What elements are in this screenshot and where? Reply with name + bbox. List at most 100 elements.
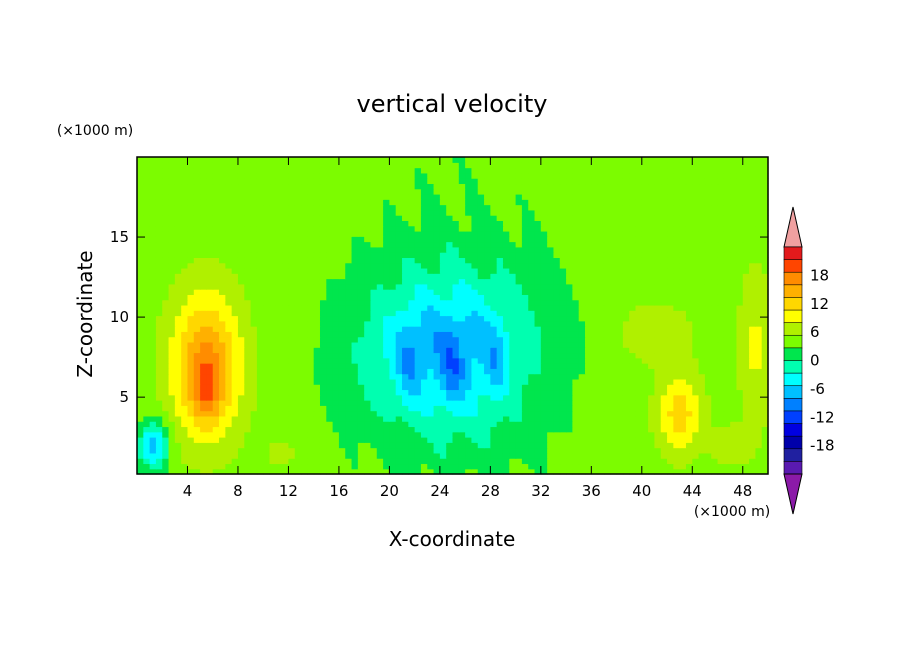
- field-cell: [402, 331, 409, 338]
- field-cell: [685, 304, 693, 311]
- field-cell: [155, 389, 163, 396]
- field-cell: [143, 352, 151, 359]
- field-cell: [376, 273, 384, 280]
- field-cell: [137, 442, 144, 449]
- field-cell: [357, 336, 365, 343]
- field-cell: [263, 299, 271, 306]
- field-cell: [667, 357, 674, 364]
- field-cell: [275, 347, 283, 354]
- field-cell: [477, 400, 485, 406]
- field-cell: [193, 341, 201, 348]
- field-cell: [496, 341, 504, 348]
- field-cell: [319, 225, 327, 232]
- field-cell: [263, 468, 271, 475]
- field-cell: [585, 384, 592, 391]
- field-cell: [439, 426, 447, 433]
- field-cell: [572, 447, 580, 454]
- field-cell: [679, 267, 687, 274]
- field-cell: [572, 230, 580, 237]
- field-cell: [484, 267, 491, 274]
- field-cell: [345, 209, 353, 216]
- field-cell: [654, 347, 662, 354]
- field-cell: [288, 225, 296, 232]
- field-cell: [345, 437, 353, 443]
- field-cell: [193, 452, 201, 459]
- field-cell: [174, 357, 182, 364]
- field-cell: [301, 389, 308, 396]
- field-cell: [168, 405, 176, 412]
- field-cell: [364, 384, 372, 391]
- field-cell: [345, 352, 353, 359]
- field-cell: [547, 394, 555, 401]
- field-cell: [515, 310, 523, 317]
- field-cell: [338, 304, 346, 311]
- field-cell: [515, 405, 523, 412]
- field-cell: [181, 320, 189, 327]
- field-cell: [673, 389, 681, 396]
- field-cell: [219, 368, 226, 375]
- field-cell: [704, 373, 712, 380]
- field-cell: [654, 389, 662, 396]
- field-cell: [692, 363, 700, 369]
- field-cell: [616, 252, 624, 258]
- field-cell: [376, 304, 384, 311]
- field-cell: [383, 400, 390, 406]
- field-cell: [332, 452, 340, 459]
- field-cell: [717, 394, 725, 401]
- field-cell: [143, 368, 151, 375]
- field-cell: [376, 415, 384, 422]
- field-cell: [332, 257, 340, 264]
- field-cell: [667, 421, 674, 428]
- field-cell: [420, 426, 428, 433]
- field-cell: [433, 278, 441, 285]
- field-cell: [250, 252, 258, 258]
- field-cell: [338, 326, 346, 332]
- field-cell: [566, 347, 573, 354]
- field-cell: [635, 452, 643, 459]
- field-cell: [458, 252, 466, 258]
- field-cell: [181, 304, 189, 311]
- field-cell: [357, 389, 365, 396]
- field-cell: [244, 394, 252, 401]
- field-cell: [250, 400, 258, 406]
- field-cell: [547, 225, 555, 232]
- field-cell: [679, 458, 687, 465]
- field-cell: [408, 394, 416, 401]
- field-cell: [660, 230, 668, 237]
- field-cell: [433, 463, 441, 470]
- field-cell: [736, 352, 744, 359]
- field-cell: [648, 447, 656, 454]
- field-cell: [717, 252, 725, 258]
- field-cell: [540, 320, 548, 327]
- field-cell: [698, 394, 706, 401]
- field-cell: [585, 363, 592, 369]
- field-cell: [471, 394, 479, 401]
- field-cell: [225, 437, 233, 443]
- field-cell: [263, 447, 271, 454]
- field-cell: [477, 410, 485, 417]
- field-cell: [244, 341, 252, 348]
- field-cell: [641, 426, 649, 433]
- field-cell: [641, 373, 649, 380]
- field-cell: [515, 410, 523, 417]
- field-cell: [704, 236, 712, 243]
- field-cell: [540, 463, 548, 470]
- field-cell: [338, 336, 346, 343]
- field-cell: [484, 215, 491, 221]
- field-cell: [566, 209, 573, 216]
- field-cell: [244, 299, 252, 306]
- field-cell: [547, 378, 555, 385]
- field-cell: [496, 400, 504, 406]
- field-cell: [168, 215, 176, 221]
- field-cell: [547, 236, 555, 243]
- field-cell: [137, 357, 144, 364]
- field-cell: [237, 389, 245, 396]
- field-cell: [288, 421, 296, 428]
- field-cell: [357, 315, 365, 322]
- field-cell: [446, 299, 454, 306]
- field-cell: [515, 299, 523, 306]
- field-cell: [458, 230, 466, 237]
- field-cell: [275, 278, 283, 285]
- field-cell: [351, 357, 359, 364]
- field-cell: [597, 331, 605, 338]
